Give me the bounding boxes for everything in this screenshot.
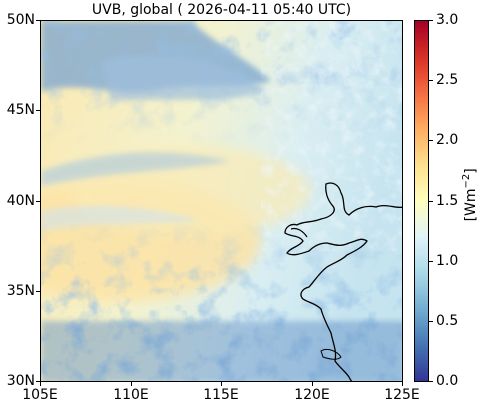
colorbar: [414, 20, 429, 382]
lat-tick-label: 45N: [6, 102, 35, 118]
lon-tick-label: 125E: [384, 387, 420, 403]
lon-tick-label: 115E: [203, 387, 239, 403]
lat-tick-label: 50N: [6, 12, 35, 28]
colorbar-tick-label: 2.0: [436, 132, 459, 148]
uvb-field: [41, 21, 402, 381]
lon-tick-label: 120E: [294, 387, 330, 403]
colorbar-tick-label: 2.5: [436, 72, 459, 88]
lon-tick-label: 105E: [22, 387, 58, 403]
colorbar-tick-label: 3.0: [436, 12, 459, 28]
lon-tick-label: 110E: [113, 387, 149, 403]
lat-tick-label: 35N: [6, 283, 35, 299]
colorbar-tick-label: 0.5: [436, 313, 459, 329]
colorbar-unit-label: [Wm−2]: [461, 168, 479, 222]
lat-tick-label: 40N: [6, 193, 35, 209]
colorbar-tick-label: 1.0: [436, 253, 459, 269]
lat-tick-label: 30N: [6, 373, 35, 389]
uvb-map: [40, 20, 403, 382]
colorbar-tick-label: 1.5: [436, 193, 459, 209]
colorbar-tick-label: 0.0: [436, 373, 459, 389]
map-title: UVB, global ( 2026-04-11 05:40 UTC): [91, 2, 352, 18]
